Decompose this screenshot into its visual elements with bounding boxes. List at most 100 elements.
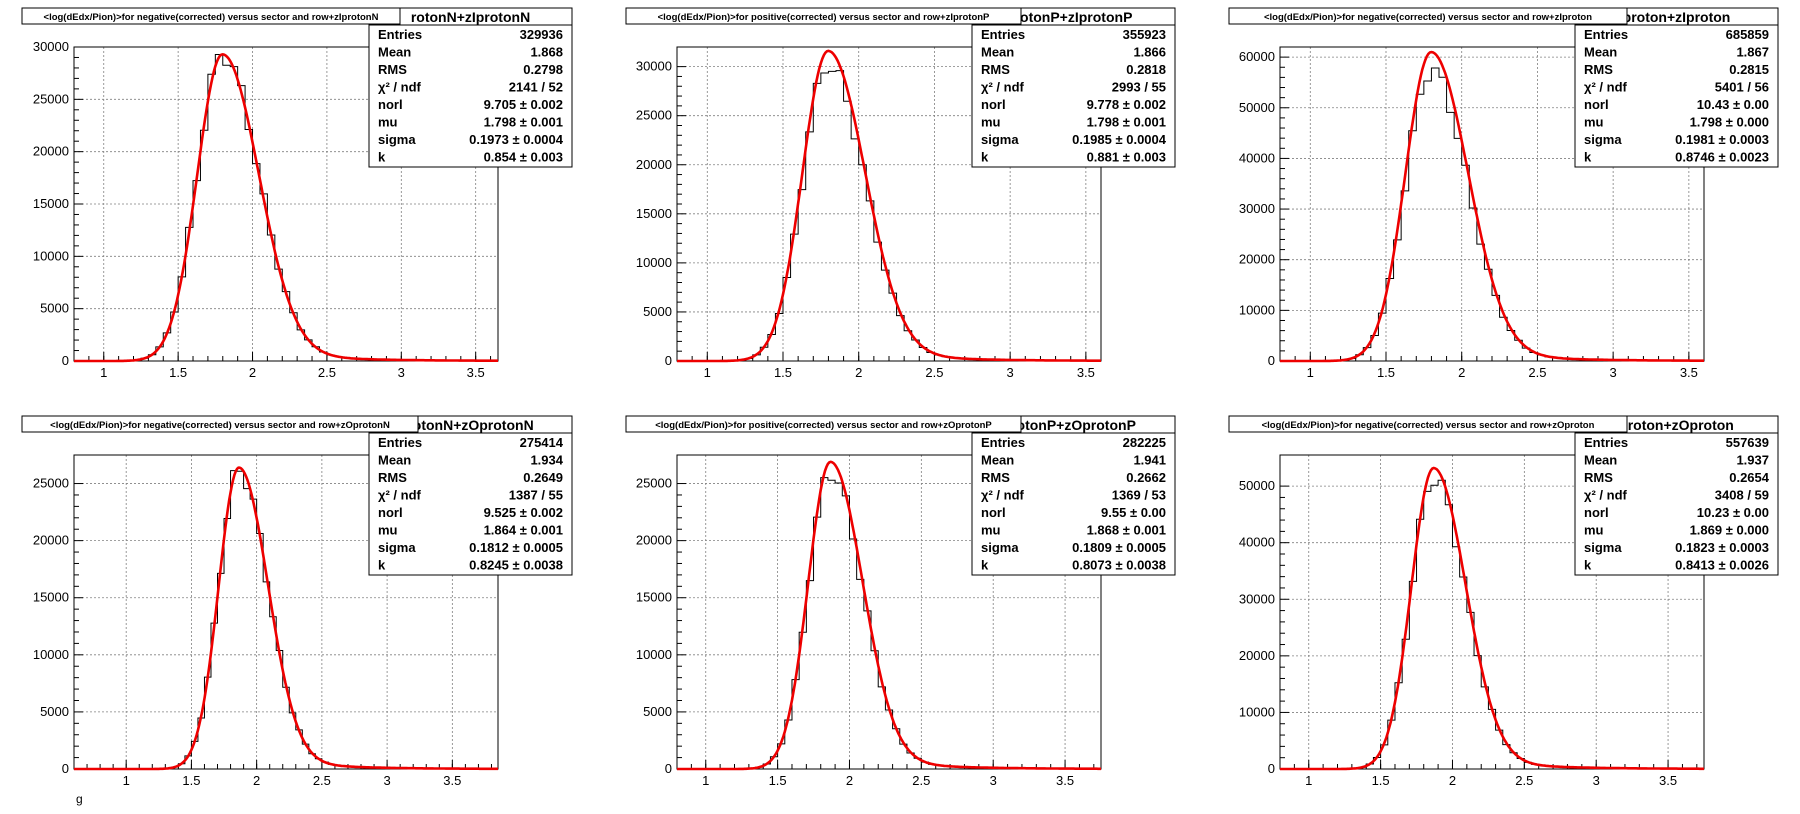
stats-box [368, 7, 573, 168]
x-tick-label: 2 [1449, 773, 1456, 788]
stats-value: 0.8073 ± 0.0038 [1072, 558, 1166, 573]
y-tick-label: 5000 [643, 704, 672, 719]
y-tick-label: 40000 [1239, 535, 1275, 550]
y-tick-label: 25000 [33, 91, 69, 106]
y-tick-label: 25000 [33, 476, 69, 491]
plot-frame [676, 454, 1102, 770]
y-tick-label: 20000 [33, 144, 69, 159]
stats-value: 0.1973 ± 0.0004 [469, 132, 564, 147]
stats-value: 1.798 ± 0.001 [1087, 115, 1166, 130]
y-tick-label: 5000 [40, 704, 69, 719]
stats-value: 0.8746 ± 0.0023 [1675, 150, 1769, 165]
y-tick-label: 10000 [33, 647, 69, 662]
x-tick-label: 2 [1458, 365, 1465, 380]
y-tick-label: 30000 [636, 59, 672, 74]
x-tick-label: 1.5 [182, 773, 200, 788]
stats-label: sigma [378, 132, 416, 147]
stats-label: RMS [981, 62, 1010, 77]
stats-value: 0.2654 [1729, 470, 1770, 485]
panel-6: 0 10000 20000 30000 40000 50000 1 1.5 2 2.5 3 3.5 pr… [1228, 415, 1779, 788]
stats-value: 2993 / 55 [1112, 80, 1166, 95]
title-box [625, 7, 1022, 25]
stats-box [971, 415, 1176, 576]
stats-label: sigma [1584, 132, 1622, 147]
stats-label: k [378, 558, 386, 573]
stats-value: 2141 / 52 [509, 80, 563, 95]
fit-curve [74, 52, 498, 363]
x-tick-label: 1.5 [774, 365, 792, 380]
y-tick-label: 0 [62, 761, 69, 776]
stats-value: 685859 [1726, 27, 1769, 42]
stats-label: Mean [981, 453, 1014, 468]
title-box [1228, 415, 1628, 433]
x-tick-label: 2 [253, 773, 260, 788]
stats-box [1574, 415, 1779, 576]
stats-box [1574, 7, 1779, 168]
x-tick-label: 2.5 [313, 773, 331, 788]
x-tick-label: 3.5 [467, 365, 485, 380]
stats-label: χ² / ndf [981, 488, 1025, 503]
panel-2: 0 5000 10000 15000 20000 25000 30000 1 1.5 2 2.5 3 3… [625, 7, 1176, 380]
stats-label: Entries [981, 27, 1025, 42]
stats-label: mu [378, 523, 398, 538]
stats-label: mu [981, 523, 1001, 538]
panel-title: <log(dEdx/Pion)>for positive(corrected) … [655, 420, 992, 431]
stats-value: 0.2818 [1126, 62, 1166, 77]
plot-frame [1279, 454, 1705, 770]
stats-label: k [378, 150, 386, 165]
stats-header: rotonP+zIprotonP [1015, 9, 1133, 25]
x-tick-label: 3 [398, 365, 405, 380]
stats-label: norl [981, 505, 1006, 520]
stats-value: 1.934 [530, 453, 563, 468]
stats-value: 1.798 ± 0.001 [484, 115, 563, 130]
stats-label: sigma [1584, 540, 1622, 555]
x-tick-label: 3.5 [443, 773, 461, 788]
stats-value: 9.55 ± 0.00 [1101, 505, 1166, 520]
stats-label: Entries [981, 435, 1025, 450]
x-tick-label: 1.5 [1377, 365, 1395, 380]
stats-value: 5401 / 56 [1715, 80, 1769, 95]
title-box [21, 415, 419, 433]
stats-label: Mean [378, 453, 411, 468]
stats-label: RMS [981, 470, 1010, 485]
y-tick-label: 15000 [636, 206, 672, 221]
stats-value: 0.854 ± 0.003 [484, 150, 563, 165]
panel-title: <log(dEdx/Pion)>for positive(corrected) … [658, 12, 990, 23]
panel-title: <log(dEdx/Pion)>for negative(corrected) … [1262, 420, 1595, 431]
x-tick-label: 1.5 [169, 365, 187, 380]
stats-value: 0.1812 ± 0.0005 [469, 540, 563, 555]
stats-value: 9.525 ± 0.002 [484, 505, 563, 520]
stats-value: 0.2662 [1126, 470, 1166, 485]
y-tick-label: 25000 [636, 476, 672, 491]
stats-value: 1.868 [530, 45, 563, 60]
y-tick-label: 15000 [33, 590, 69, 605]
footer-mark: g [76, 792, 83, 806]
fit-curve [677, 49, 1101, 363]
y-tick-label: 0 [665, 761, 672, 776]
x-tick-label: 3 [990, 773, 997, 788]
y-tick-label: 0 [62, 353, 69, 368]
stats-value: 1.798 ± 0.000 [1690, 115, 1769, 130]
stats-value: 0.1823 ± 0.0003 [1675, 540, 1769, 555]
x-tick-label: 2 [249, 365, 256, 380]
stats-header: rotonN+zIprotonN [411, 9, 530, 25]
x-tick-label: 1.5 [769, 773, 787, 788]
stats-label: Mean [1584, 453, 1617, 468]
panel-5: 0 5000 10000 15000 20000 25000 1 1.5 2 2.5 3 3.5 rot… [625, 415, 1176, 788]
y-tick-label: 15000 [636, 590, 672, 605]
y-tick-label: 0 [1268, 761, 1275, 776]
stats-value: 10.43 ± 0.00 [1697, 97, 1769, 112]
x-tick-label: 1 [1305, 773, 1312, 788]
stats-value: 275414 [520, 435, 564, 450]
y-tick-label: 20000 [636, 533, 672, 548]
x-tick-label: 3.5 [1056, 773, 1074, 788]
stats-label: Mean [1584, 45, 1617, 60]
y-tick-label: 5000 [40, 301, 69, 316]
panel-title: <log(dEdx/Pion)>for negative(corrected) … [50, 420, 390, 431]
stats-label: mu [1584, 523, 1604, 538]
x-tick-label: 2.5 [1515, 773, 1533, 788]
stats-label: mu [1584, 115, 1604, 130]
y-tick-label: 20000 [636, 157, 672, 172]
y-tick-label: 30000 [1239, 201, 1275, 216]
